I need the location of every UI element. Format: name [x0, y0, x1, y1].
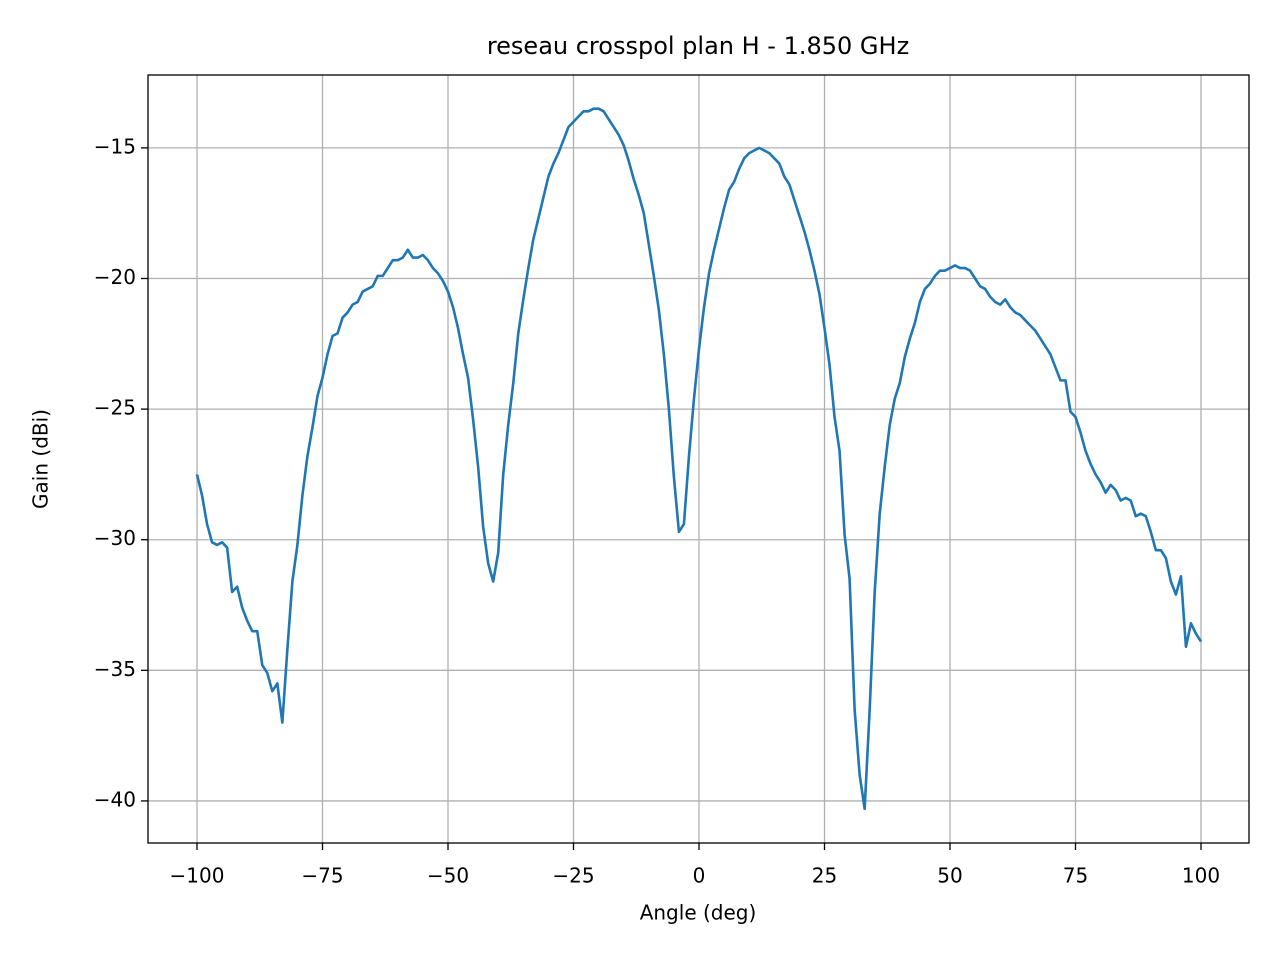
data-line [195, 107, 1203, 811]
y-axis-label: Gain (dBi) [29, 409, 53, 509]
x-tick-label: −75 [301, 864, 343, 888]
x-tick-label: 50 [937, 864, 962, 888]
y-tick-label: −35 [94, 657, 136, 681]
y-tick-label: −30 [94, 526, 136, 550]
y-tick-label: −40 [94, 787, 136, 811]
x-tick-label: 100 [1182, 864, 1220, 888]
plot-frame [147, 74, 1250, 844]
x-tick-label: 75 [1063, 864, 1088, 888]
x-tick-label: −50 [427, 864, 469, 888]
chart-title: reseau crosspol plan H - 1.850 GHz [487, 32, 909, 60]
y-tick-label: −25 [94, 396, 136, 420]
x-axis-label: Angle (deg) [640, 901, 757, 925]
y-tick-label: −15 [94, 134, 136, 158]
x-tick-label: 0 [693, 864, 706, 888]
x-tick-label: −100 [170, 864, 225, 888]
x-tick-label: 25 [812, 864, 837, 888]
y-tick-label: −20 [94, 265, 136, 289]
x-tick-label: −25 [552, 864, 594, 888]
